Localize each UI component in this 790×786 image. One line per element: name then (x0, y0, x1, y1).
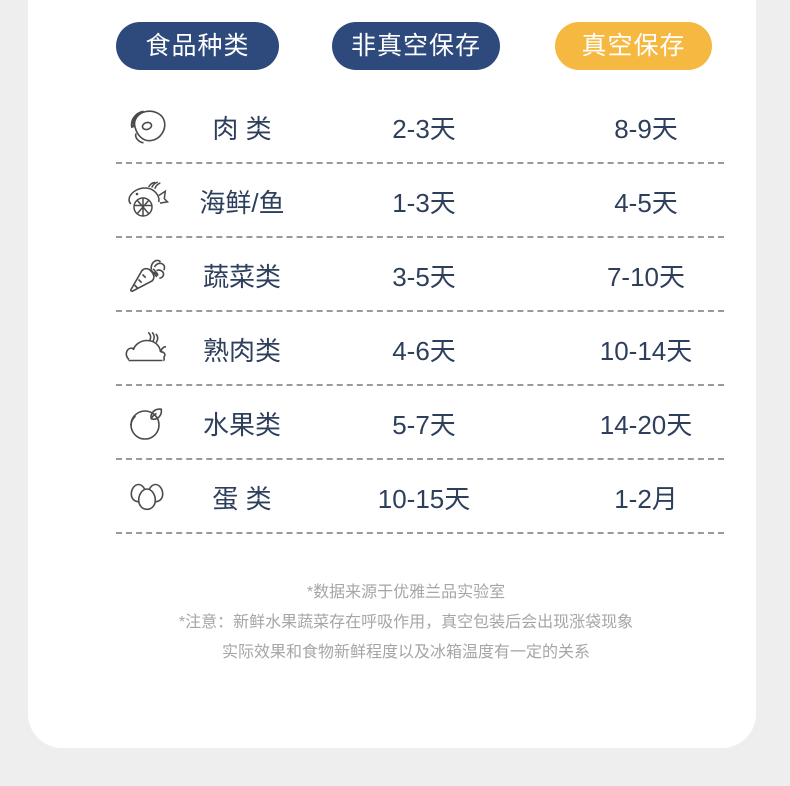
table-header: 食品种类 非真空保存 真空保存 (88, 22, 728, 74)
footnote-source: *数据来源于优雅兰品实验室 (306, 584, 506, 601)
row-vacuum-value: 4-5天 (614, 187, 678, 218)
row-category-label: 水果类 (202, 409, 281, 440)
row-category-label: 蛋 类 (212, 483, 272, 514)
row-non-vacuum-value: 2-3天 (392, 113, 456, 144)
row-vacuum-value: 8-9天 (614, 113, 678, 144)
storage-table: 肉 类 2-3天 8-9天 (116, 90, 724, 534)
row-category-label: 海鲜/鱼 (199, 187, 285, 218)
eggs-icon (116, 460, 178, 534)
row-vacuum-value: 10-14天 (599, 335, 693, 366)
apple-icon (116, 386, 178, 460)
row-category-label: 肉 类 (212, 113, 272, 144)
carrot-icon (116, 238, 178, 312)
fish-icon (116, 164, 178, 238)
row-non-vacuum-value: 3-5天 (392, 261, 456, 292)
footnote-detail: 实际效果和食物新鲜程度以及冰箱温度有一定的关系 (221, 644, 590, 661)
table-row: 海鲜/鱼 1-3天 4-5天 (116, 164, 724, 238)
table-row: 蛋 类 10-15天 1-2月 (116, 460, 724, 534)
header-pill-category: 食品种类 (116, 22, 279, 70)
row-vacuum-value: 7-10天 (606, 261, 686, 292)
roast-chicken-icon (116, 312, 178, 386)
header-pill-vacuum: 真空保存 (555, 22, 712, 70)
content-card: 食品种类 非真空保存 真空保存 肉 类 2-3天 8-9天 (28, 0, 756, 748)
row-non-vacuum-value: 10-15天 (377, 483, 471, 514)
table-row: 水果类 5-7天 14-20天 (116, 386, 724, 460)
row-non-vacuum-value: 5-7天 (392, 409, 456, 440)
table-row: 熟肉类 4-6天 10-14天 (116, 312, 724, 386)
row-non-vacuum-value: 4-6天 (392, 335, 456, 366)
row-category-label: 熟肉类 (202, 335, 281, 366)
table-row: 蔬菜类 3-5天 7-10天 (116, 238, 724, 312)
header-pill-non-vacuum: 非真空保存 (332, 22, 500, 70)
footnote-notice: *注意：新鲜水果蔬菜存在呼吸作用，真空包装后会出现涨袋现象 (178, 614, 634, 631)
footnotes: *数据来源于优雅兰品实验室 *注意：新鲜水果蔬菜存在呼吸作用，真空包装后会出现涨… (56, 578, 756, 668)
row-vacuum-value: 14-20天 (599, 409, 693, 440)
row-non-vacuum-value: 1-3天 (392, 187, 456, 218)
row-category-label: 蔬菜类 (202, 261, 281, 292)
steak-icon (116, 90, 178, 164)
row-vacuum-value: 1-2月 (614, 483, 678, 514)
table-row: 肉 类 2-3天 8-9天 (116, 90, 724, 164)
